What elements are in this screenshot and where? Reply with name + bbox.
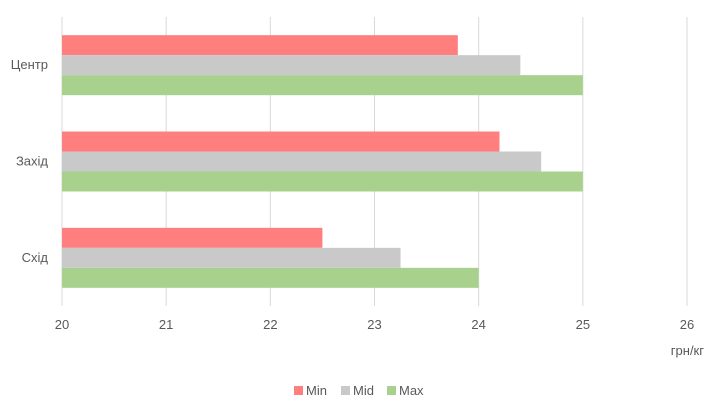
bar-max-2 xyxy=(62,267,479,288)
bar-min-0 xyxy=(62,35,458,56)
x-tick-label: 24 xyxy=(471,317,485,332)
legend-label-min: Min xyxy=(306,383,327,398)
legend: Min Mid Max xyxy=(294,383,424,398)
legend-label-mid: Mid xyxy=(353,383,374,398)
x-axis-ticks: 20 21 22 23 24 25 26 xyxy=(55,317,694,332)
bar-min-2 xyxy=(62,227,323,248)
x-tick-label: 20 xyxy=(55,317,69,332)
legend-swatch-mid xyxy=(341,386,350,395)
x-axis-title: грн/кг xyxy=(671,343,704,358)
bar-max-0 xyxy=(62,75,583,96)
bar-min-1 xyxy=(62,131,500,152)
category-label: Схід xyxy=(22,250,49,265)
legend-label-max: Max xyxy=(399,383,424,398)
x-tick-label: 23 xyxy=(367,317,381,332)
x-tick-label: 21 xyxy=(159,317,173,332)
bar-mid-0 xyxy=(62,55,521,76)
category-label: Захід xyxy=(16,154,48,169)
x-tick-label: 26 xyxy=(680,317,694,332)
x-tick-label: 22 xyxy=(263,317,277,332)
x-tick-label: 25 xyxy=(576,317,590,332)
legend-swatch-min xyxy=(294,386,303,395)
category-labels: Центр Захід Схід xyxy=(11,57,49,265)
category-label: Центр xyxy=(11,57,48,72)
bar-max-1 xyxy=(62,171,583,192)
bars xyxy=(62,35,583,288)
legend-swatch-max xyxy=(387,386,396,395)
bar-mid-1 xyxy=(62,151,542,172)
bar-mid-2 xyxy=(62,247,401,268)
